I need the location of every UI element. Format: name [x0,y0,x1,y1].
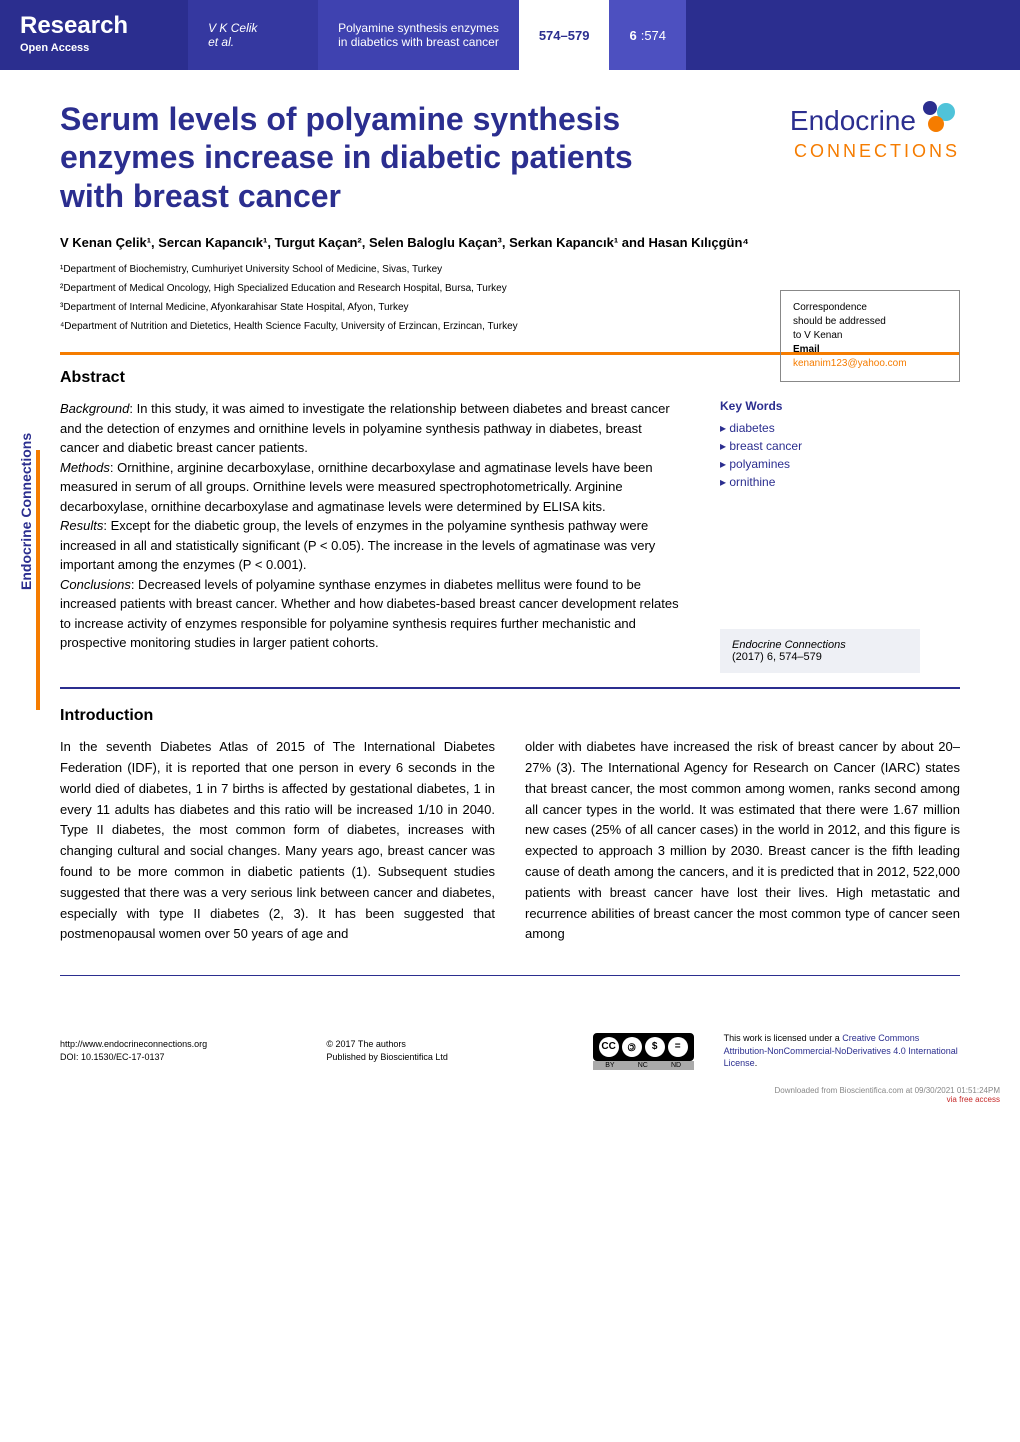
open-access-label: Open Access [20,42,128,54]
citation-box: Endocrine Connections (2017) 6, 574–579 [720,629,920,673]
keyword-item: polyamines [720,457,920,471]
cc-label-by: BY [605,1062,614,1069]
intro-col-2: older with diabetes have increased the r… [525,737,960,945]
methods-label: Methods [60,460,110,475]
conclusions-text: : Decreased levels of polyamine synthase… [60,577,679,651]
corr-email-label: Email [793,343,947,357]
cc-icon: CC [599,1037,619,1057]
intro-col-1: In the seventh Diabetes Atlas of 2015 of… [60,737,495,945]
brand-line2: CONNECTIONS [790,141,960,162]
research-box: Research Open Access [0,0,148,70]
footer-col-3: This work is licensed under a Creative C… [724,1032,960,1070]
journal-logo: Endocrine CONNECTIONS [790,100,960,162]
header-running-title: Polyamine synthesis enzymes in diabetics… [318,0,519,70]
header-bar: Research Open Access V K Celik et al. Po… [0,0,1020,70]
cc-label-nd: ND [671,1062,681,1069]
running-title-2: in diabetics with breast cancer [338,35,499,49]
research-label: Research [20,12,128,40]
by-icon: 🄯 [622,1037,642,1057]
page-start: 574 [539,28,561,43]
blue-rule [60,687,960,689]
article-title: Serum levels of polyamine synthesis enzy… [60,100,660,215]
cc-badge: CC 🄯 $ = [593,1033,694,1061]
background-label: Background [60,401,129,416]
corr-email[interactable]: kenanim123@yahoo.com [793,357,947,371]
nd-icon: = [668,1037,688,1057]
header-author: V K Celik [208,21,298,35]
affiliation-1: ¹Department of Biochemistry, Cumhuriyet … [60,262,960,277]
abstract-text: Background: In this study, it was aimed … [60,399,680,673]
footer-url[interactable]: http://www.endocrineconnections.org [60,1038,296,1051]
brand-line1: Endocrine [790,105,916,137]
footer-rule [60,975,960,976]
page-end: 579 [568,28,590,43]
download-line1: Downloaded from Bioscientifica.com at 09… [20,1086,1000,1095]
download-line2: via free access [20,1095,1000,1104]
cc-labels: BY NC ND [593,1061,694,1070]
keyword-item: diabetes [720,421,920,435]
keyword-item: breast cancer [720,439,920,453]
background-text: : In this study, it was aimed to investi… [60,401,670,455]
footer: http://www.endocrineconnections.org DOI:… [0,1012,1020,1080]
introduction-row: In the seventh Diabetes Atlas of 2015 of… [60,737,960,945]
footer-doi: DOI: 10.1530/EC-17-0137 [60,1051,296,1064]
abstract-row: Background: In this study, it was aimed … [60,399,960,673]
citation-journal: Endocrine Connections [732,639,846,651]
footer-col-1: http://www.endocrineconnections.org DOI:… [60,1038,296,1063]
citation-details: (2017) 6, 574–579 [732,651,822,663]
page-num: 574 [644,28,666,43]
main-content: Endocrine CONNECTIONS Serum levels of po… [0,70,1020,1012]
header-author-tab: V K Celik et al. [188,0,318,70]
brand-icon [920,100,960,141]
sidebar-stripe [36,450,40,710]
page-range: 574–579 [519,0,610,70]
results-label: Results [60,518,103,533]
corr-line3: to V Kenan [793,329,947,343]
cc-label-nc: NC [638,1062,648,1069]
methods-text: : Ornithine, arginine decarboxylase, orn… [60,460,653,514]
footer-publisher: Published by Bioscientifica Ltd [326,1051,562,1064]
license-post: . [755,1058,758,1068]
volume: 6 [629,28,636,43]
introduction-heading: Introduction [60,707,960,725]
running-title-1: Polyamine synthesis enzymes [338,21,499,35]
header-etal: et al. [208,35,298,49]
keyword-item: ornithine [720,475,920,489]
keywords-column: Key Words diabetes breast cancer polyami… [720,399,920,673]
keywords-heading: Key Words [720,399,920,413]
nc-icon: $ [645,1037,665,1057]
correspondence-box: Correspondence should be addressed to V … [780,290,960,382]
results-text: : Except for the diabetic group, the lev… [60,518,655,572]
sidebar-label: Endocrine Connections [18,433,34,590]
conclusions-label: Conclusions [60,577,131,592]
authors: V Kenan Çelik¹, Sercan Kapancık¹, Turgut… [60,235,960,250]
corr-line1: Correspondence [793,301,947,315]
keywords-list: diabetes breast cancer polyamines ornith… [720,421,920,489]
license-pre: This work is licensed under a [724,1033,843,1043]
footer-copyright: © 2017 The authors [326,1038,562,1051]
download-note: Downloaded from Bioscientifica.com at 09… [0,1080,1020,1114]
footer-col-2: © 2017 The authors Published by Bioscien… [326,1038,562,1063]
volume-page: 6:574 [609,0,686,70]
cc-badge-wrapper: CC 🄯 $ = BY NC ND [593,1033,694,1070]
corr-line2: should be addressed [793,315,947,329]
